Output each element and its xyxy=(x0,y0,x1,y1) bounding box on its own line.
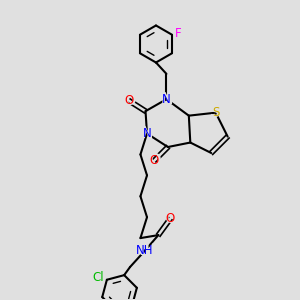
Text: F: F xyxy=(175,27,182,40)
Text: Cl: Cl xyxy=(92,271,104,284)
Text: O: O xyxy=(123,93,135,108)
Text: S: S xyxy=(212,106,219,119)
Text: O: O xyxy=(166,212,175,225)
Text: N: N xyxy=(162,93,171,106)
Text: N: N xyxy=(141,126,153,141)
Text: NH: NH xyxy=(136,244,154,257)
Text: NH: NH xyxy=(133,243,157,258)
Text: O: O xyxy=(124,94,134,107)
Text: O: O xyxy=(164,211,177,226)
Text: N: N xyxy=(160,92,172,107)
Text: O: O xyxy=(148,153,161,168)
Text: F: F xyxy=(174,26,184,41)
Text: O: O xyxy=(150,154,159,167)
Text: Cl: Cl xyxy=(90,270,106,285)
Text: S: S xyxy=(210,105,221,120)
Text: N: N xyxy=(142,127,152,140)
